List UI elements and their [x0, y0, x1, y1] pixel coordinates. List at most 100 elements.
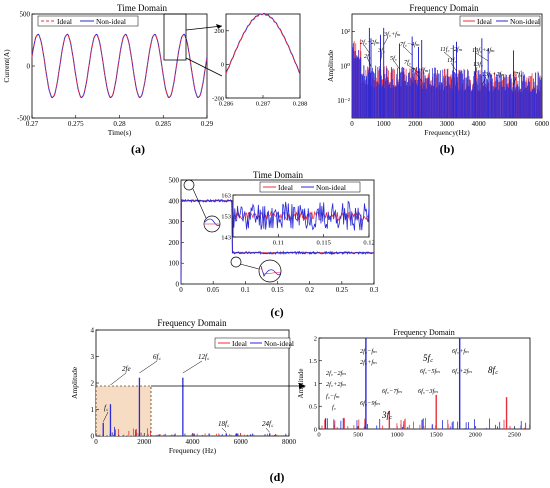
legend-label-non-ideal: Non-ideal: [316, 183, 346, 192]
y-tick-label: 10⁰: [340, 62, 350, 70]
chart-a-zoom-box: [163, 13, 187, 61]
chart-d-inset-frame: [318, 337, 531, 430]
harmonic-label: 2f꜀−2fₘ: [360, 39, 380, 46]
chart-c-title: Time Domain: [253, 170, 303, 180]
x-tick-label: 0.15: [271, 286, 284, 294]
panel-b: Frequency Domain 0 1000 2000 3000 4000 5000 60…: [326, 3, 550, 156]
chart-d-zoom-region: [95, 385, 152, 437]
harmonic-label: 6f꜀−5fₘ: [420, 368, 440, 375]
harmonic-label: 2f꜀: [364, 53, 372, 60]
x-tick-label: 0: [94, 438, 98, 446]
x-tick-label: 5000: [503, 120, 518, 128]
chart-c-series-non-ideal: [180, 198, 375, 285]
chart-d-ticks: 0 2000 4000 6000 8000 0 1 2 3 4 Frequency (Hz) Ampl…: [70, 326, 297, 455]
harmonic-arrow: [513, 76, 517, 86]
harmonic-arrow: [139, 360, 158, 374]
y-tick-label: 0: [176, 280, 180, 288]
harmonic-label: 2f꜀−fₘ: [360, 348, 377, 355]
harmonic-label: f꜀: [332, 404, 337, 411]
x-axis-label: Frequency (Hz): [169, 446, 217, 455]
y-tick-label: 2: [91, 379, 95, 387]
x-tick-label: 0.3: [370, 286, 379, 294]
y-tick-label: 143: [221, 234, 231, 241]
legend-label-non-ideal: Non-ideal: [264, 339, 294, 348]
y-tick-label: 3: [91, 353, 95, 361]
chart-b-ticks: 0 1000 2000 3000 4000 5000 6000 10⁻² 10⁰ 10² Frequ…: [326, 28, 550, 137]
x-tick-label: 0.287: [256, 101, 271, 108]
harmonic-label: 13f꜀: [473, 61, 484, 68]
harmonic-label: 7f꜀−4fₘ: [400, 41, 420, 48]
harmonic-label: 3f꜀+fₘ: [383, 31, 401, 38]
harmonic-label: 2f꜀+2fₘ: [326, 381, 346, 388]
harmonic-label: 11f꜀: [447, 57, 457, 64]
x-tick-label: 500: [353, 432, 363, 439]
y-tick-label: 500: [169, 176, 180, 184]
x-tick-label: 2000: [137, 438, 152, 446]
chart-c-zoom-circle-3: [230, 256, 242, 268]
harmonic-arrow: [367, 58, 372, 68]
y-tick-label: 1: [91, 406, 95, 414]
x-tick-label: 0.2: [305, 286, 314, 294]
y-tick-label: 500: [20, 10, 31, 18]
x-tick-label: 1000: [391, 432, 404, 439]
x-tick-label: 0.115: [316, 240, 330, 247]
x-tick-label: 0.285: [155, 120, 171, 128]
harmonic-arrow: [182, 360, 203, 374]
harmonic-label: 8f꜀: [488, 365, 499, 375]
chart-a-inset-frame: [225, 13, 301, 99]
chart-c-zoom-circle-1: [183, 179, 195, 191]
y-axis-label: Amplitude: [70, 366, 79, 399]
harmonic-label: 3f꜀: [381, 410, 393, 420]
x-tick-label: 0.11: [273, 240, 284, 247]
harmonic-label: 17f꜀: [512, 71, 523, 78]
x-tick-label: 0.275: [68, 120, 84, 128]
x-tick-label: 0.28: [113, 120, 126, 128]
harmonic-arrow: [407, 64, 419, 74]
harmonic-arrow: [383, 36, 389, 46]
chart-c-zoom-detail-2-ideal: [260, 267, 282, 275]
harmonic-arrow: [221, 427, 227, 433]
chart-a-title: Time Domain: [117, 3, 167, 13]
chart-a-zoom-connector-top: [185, 25, 223, 31]
harmonic-label: 2f꜀−2fₘ: [326, 370, 346, 377]
y-tick-label: 0: [314, 426, 317, 433]
legend-label-ideal: Ideal: [232, 339, 247, 348]
harmonic-label: 6f꜀−9fₘ: [360, 400, 380, 407]
harmonic-label: 6f꜀+2fₘ: [452, 368, 472, 375]
chart-a-ticks: 0.27 0.275 0.28 0.285 0.29 -500 0 500 Time(s) Cur…: [2, 10, 214, 137]
y-tick-label: 153: [221, 213, 231, 220]
legend-label-ideal: Ideal: [278, 183, 293, 192]
panel-d-label: (d): [270, 470, 285, 484]
y-axis-label: Amplitude: [326, 49, 335, 82]
chart-d-title: Frequency Domain: [157, 318, 227, 328]
harmonic-arrow: [403, 46, 413, 56]
chart-c-legend: Ideal Non-ideal: [259, 181, 361, 193]
y-tick-label: 1.5: [309, 358, 317, 365]
y-tick-label: 200: [214, 28, 224, 35]
x-tick-label: 4000: [186, 438, 201, 446]
panel-c-label: (c): [270, 305, 283, 319]
harmonic-arrow: [475, 66, 478, 76]
harmonic-label: f꜀−fₘ: [326, 393, 340, 400]
y-tick-label: 200: [169, 239, 180, 247]
chart-a-legend: Ideal Non-ideal: [37, 15, 139, 27]
harmonic-label: 3f꜀: [377, 47, 386, 54]
harmonic-label: 6f꜀−3fₘ: [418, 388, 438, 395]
y-tick-label: 10⁻²: [337, 97, 350, 105]
harmonic-arrow: [481, 76, 487, 86]
harmonic-arrow: [475, 52, 489, 62]
y-tick-label: 163: [221, 192, 231, 199]
chart-b-annotations: 2f꜀−2fₘ 2f꜀ 3f꜀ 3f꜀+fₘ 5f꜀7f꜀−4fₘ 7f꜀7f꜀+fₘ 11…: [360, 31, 523, 86]
harmonic-arrow: [393, 60, 400, 70]
x-tick-label: 1500: [430, 432, 443, 439]
harmonic-label: 12f꜀: [198, 353, 210, 361]
x-tick-label: 0: [317, 432, 320, 439]
x-tick-label: 8000: [282, 438, 297, 446]
y-tick-label: 400: [169, 197, 180, 205]
x-tick-label: 0.1: [241, 286, 250, 294]
y-tick-label: 0: [221, 62, 224, 69]
x-tick-label: 0.25: [336, 286, 349, 294]
x-tick-label: 0.27: [26, 120, 39, 128]
y-tick-label: 0: [91, 432, 95, 440]
chart-c-zoom-detail-2: [260, 265, 282, 277]
